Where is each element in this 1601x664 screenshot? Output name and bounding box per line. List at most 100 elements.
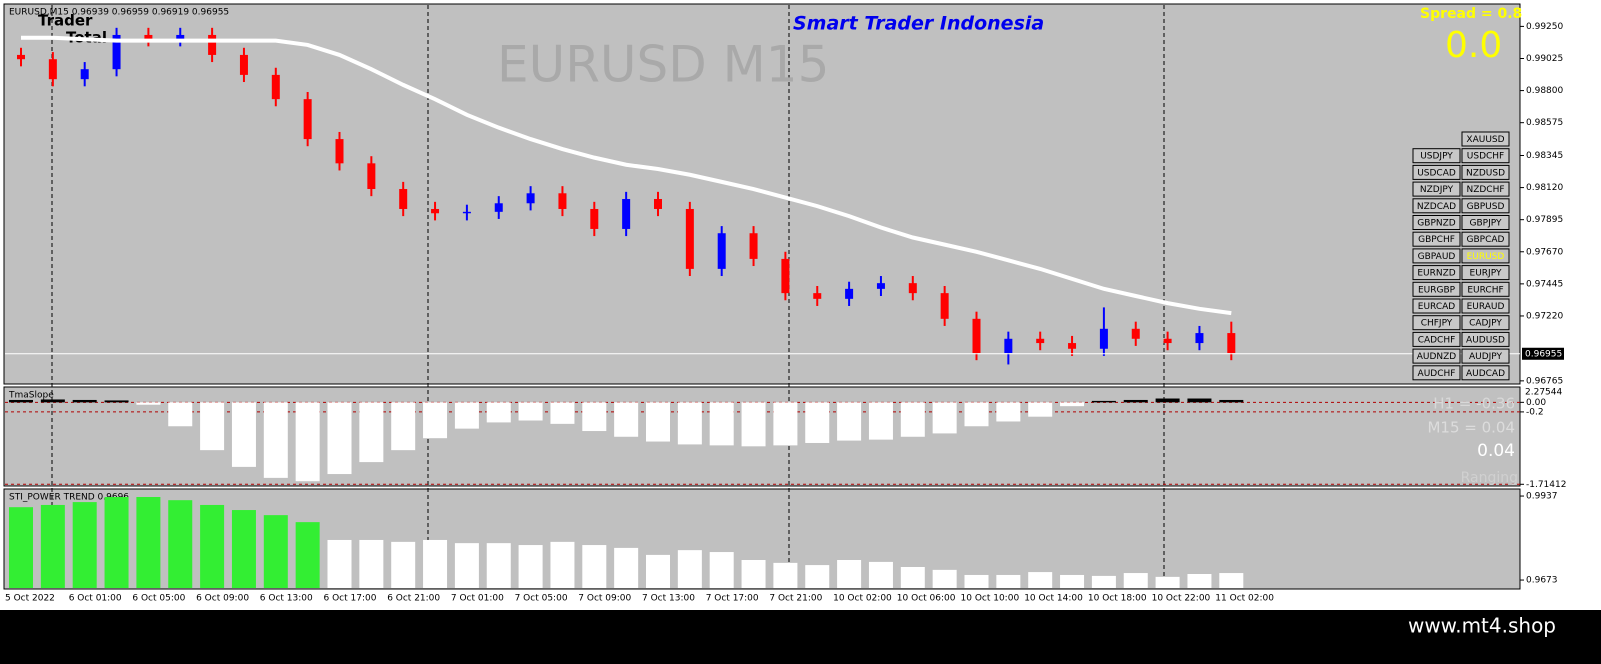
candle-body	[526, 193, 535, 204]
symbol-button[interactable]	[1412, 315, 1461, 331]
x-tick-label: 7 Oct 09:00	[578, 594, 631, 604]
symbol-button[interactable]	[1412, 181, 1461, 197]
symbol-button[interactable]	[1461, 281, 1510, 297]
symbol-label[interactable]: EURAUD	[1467, 302, 1505, 312]
symbol-label[interactable]: GBPUSD	[1467, 202, 1505, 212]
symbol-label[interactable]: CADJPY	[1469, 319, 1502, 329]
brand: Smart Trader Indonesia	[793, 13, 1044, 35]
symbol-button[interactable]	[1461, 148, 1510, 164]
x-tick-label: 6 Oct 01:00	[69, 594, 122, 604]
x-tick-label: 7 Oct 21:00	[769, 594, 822, 604]
histogram-bar	[168, 402, 193, 427]
symbol-button[interactable]	[1461, 131, 1510, 147]
symbol-label[interactable]: CADCHF	[1418, 335, 1456, 345]
symbol-label[interactable]: GBPCHF	[1418, 235, 1455, 245]
symbol-label[interactable]: AUDNZD	[1417, 352, 1457, 362]
symbol-label[interactable]: AUDCHF	[1418, 369, 1456, 379]
histogram-bar	[136, 402, 161, 405]
symbol-label[interactable]: AUDJPY	[1469, 352, 1503, 362]
symbol-label[interactable]: GBPNZD	[1417, 219, 1455, 229]
symbol-button[interactable]	[1412, 148, 1461, 164]
histogram-bar	[486, 543, 511, 588]
candle-body	[685, 208, 694, 269]
histogram-bar	[40, 504, 65, 588]
candle-body	[717, 233, 726, 269]
y-tick-label: 0.98120	[1526, 183, 1563, 193]
symbol-label[interactable]: USDCHF	[1467, 152, 1504, 162]
symbol-button[interactable]	[1461, 365, 1510, 381]
symbol-label[interactable]: EURGBP	[1418, 285, 1456, 295]
symbol-label[interactable]: GBPJPY	[1470, 219, 1502, 229]
histogram-bar	[709, 552, 734, 588]
pane-title: STI_POWER TREND 0.9696	[9, 493, 129, 503]
x-tick-label: 7 Oct 17:00	[706, 594, 759, 604]
symbol-button[interactable]	[1461, 181, 1510, 197]
symbol-button[interactable]	[1461, 331, 1510, 347]
symbol-label[interactable]: EURCAD	[1418, 302, 1456, 312]
histogram-bar	[359, 539, 384, 588]
symbol-button[interactable]	[1461, 198, 1510, 214]
symbol-button[interactable]	[1412, 198, 1461, 214]
histogram-bar	[1155, 398, 1180, 403]
histogram-bar	[996, 402, 1021, 422]
y-tick-label: 0.00	[1526, 398, 1546, 408]
symbol-label[interactable]: EURCHF	[1467, 285, 1503, 295]
symbol-button[interactable]	[1412, 231, 1461, 247]
histogram-bar	[709, 402, 734, 446]
candle-body	[972, 318, 981, 354]
symbol-button[interactable]	[1461, 164, 1510, 180]
candle-body	[749, 233, 758, 259]
symbol-label[interactable]: NZDCHF	[1466, 185, 1504, 195]
symbol-button[interactable]	[1461, 248, 1510, 264]
symbol-label[interactable]: AUDUSD	[1466, 335, 1505, 345]
x-tick-label: 7 Oct 01:00	[451, 594, 504, 604]
symbol-button[interactable]	[1412, 164, 1461, 180]
symbol-button[interactable]	[1412, 215, 1461, 230]
histogram-bar	[741, 560, 766, 588]
histogram-bar	[200, 504, 225, 588]
histogram-bar	[263, 515, 288, 588]
annotation: M15 = 0.04	[1427, 419, 1515, 437]
symbol-label[interactable]: NZDCAD	[1417, 202, 1456, 212]
symbol-label[interactable]: EURUSD	[1467, 252, 1505, 262]
symbol-button[interactable]	[1412, 298, 1461, 314]
y-tick-label: 0.98800	[1526, 86, 1563, 96]
y-tick-label: 0.97670	[1526, 247, 1563, 257]
symbol-label[interactable]: NZDUSD	[1466, 168, 1505, 178]
histogram-bar	[1060, 402, 1085, 407]
histogram-bar	[805, 402, 830, 443]
symbol-button[interactable]	[1461, 265, 1510, 281]
histogram-bar	[231, 402, 256, 467]
symbol-button[interactable]	[1412, 331, 1461, 347]
candle-body	[335, 139, 344, 164]
symbol-button[interactable]	[1461, 348, 1510, 364]
candle-body	[367, 163, 376, 190]
symbol-button[interactable]	[1461, 298, 1510, 314]
symbol-button[interactable]	[1461, 231, 1510, 247]
symbol-button[interactable]	[1412, 365, 1461, 381]
histogram-bar	[837, 560, 862, 588]
histogram-bar	[805, 565, 830, 588]
symbol-label[interactable]: AUDCAD	[1466, 369, 1505, 379]
symbol-label[interactable]: USDCAD	[1417, 168, 1456, 178]
symbol-label[interactable]: XAUUSD	[1466, 135, 1504, 145]
symbol-label[interactable]: NZDJPY	[1420, 185, 1454, 195]
symbol-button[interactable]	[1461, 215, 1510, 230]
symbol-label[interactable]: USDJPY	[1420, 152, 1453, 162]
histogram-bar	[1123, 399, 1148, 403]
symbol-button[interactable]	[1412, 248, 1461, 264]
footer-url: www.mt4.shop	[1408, 614, 1556, 638]
symbol-button[interactable]	[1412, 265, 1461, 281]
symbol-label[interactable]: EURNZD	[1417, 269, 1455, 279]
symbol-label[interactable]: GBPAUD	[1418, 252, 1456, 262]
symbol-button[interactable]	[1461, 315, 1510, 331]
histogram-bar	[1028, 572, 1053, 588]
histogram-bar	[9, 507, 33, 588]
symbol-button[interactable]	[1412, 281, 1461, 297]
watermark: EURUSD M15	[497, 36, 829, 94]
symbol-label[interactable]: GBPCAD	[1467, 235, 1505, 245]
symbol-label[interactable]: EURJPY	[1470, 269, 1502, 279]
symbol-button[interactable]	[1412, 348, 1461, 364]
symbol-label[interactable]: CHFJPY	[1421, 319, 1453, 329]
